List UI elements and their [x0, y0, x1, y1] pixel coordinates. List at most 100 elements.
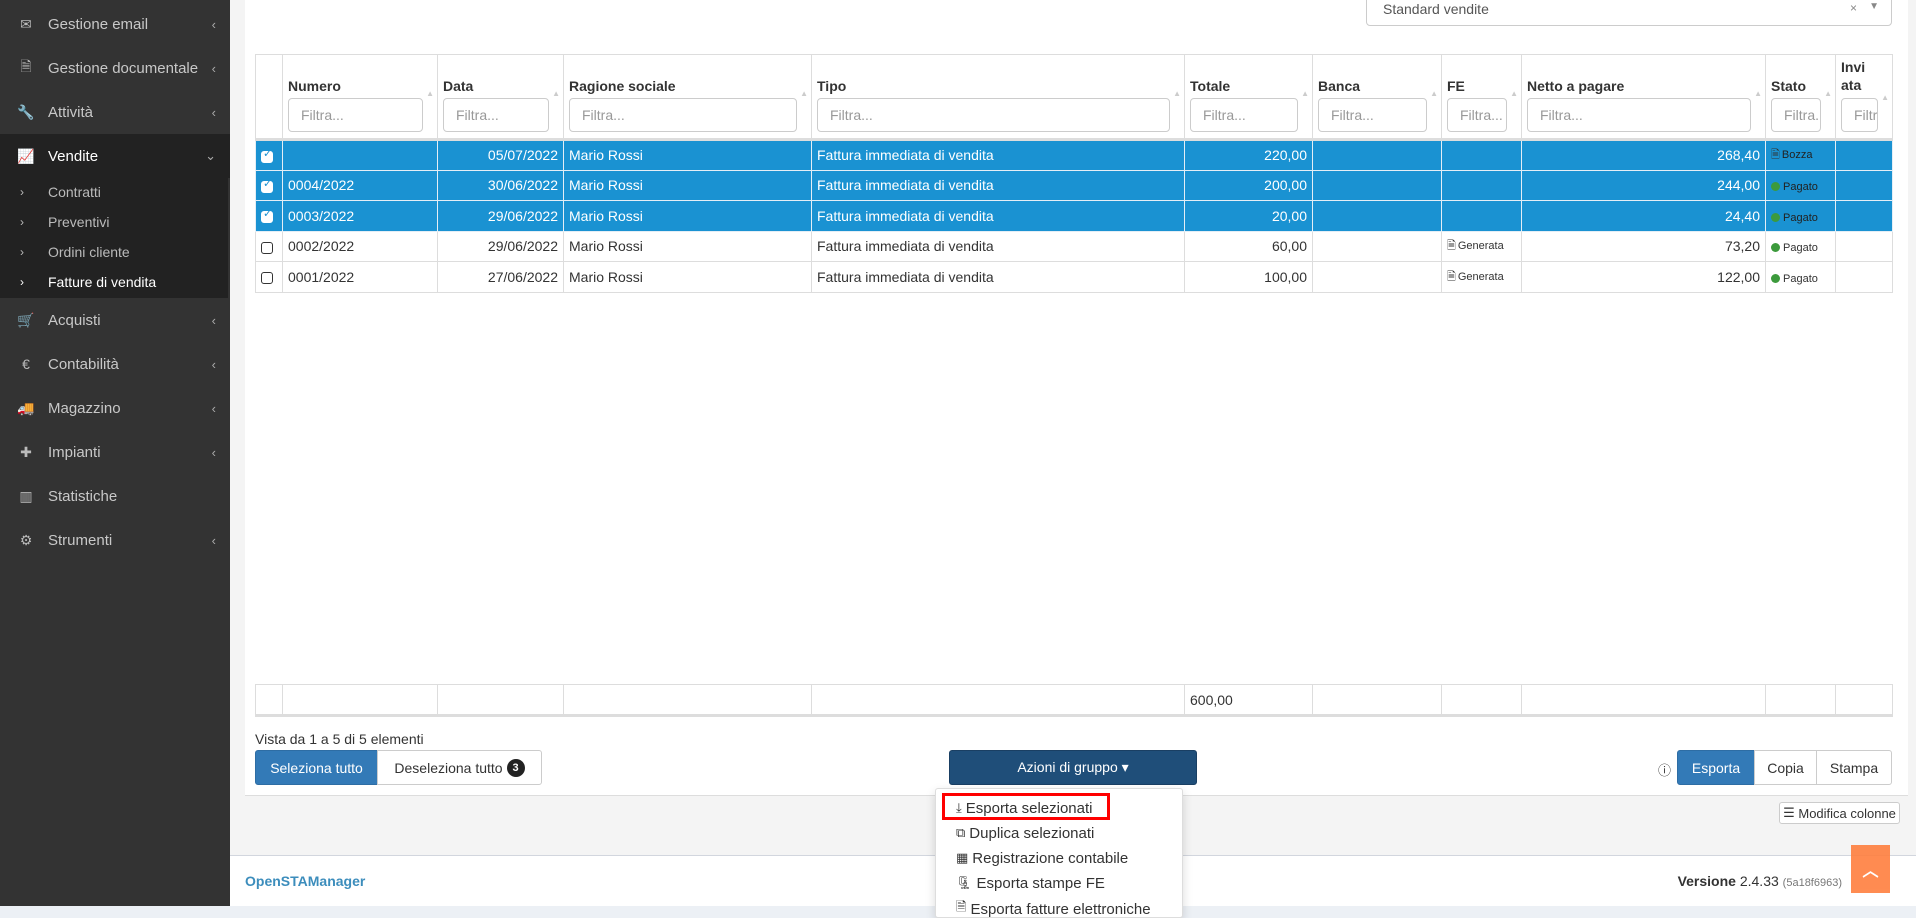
column-header-totale[interactable]: Totale ▲ Filtra... [1184, 54, 1313, 140]
copy-button[interactable]: Copia [1754, 750, 1817, 785]
menu-item-esporta-fatture-elettroniche[interactable]: 🗎 Esporta fatture elettroniche [956, 897, 1151, 917]
column-title: Invi ata [1841, 59, 1866, 93]
sidebar-item-acquisti[interactable]: 🛒 Acquisti ‹ [0, 298, 230, 342]
cell-numero: 0001/2022 [282, 261, 438, 293]
edit-columns-button[interactable]: ☰ Modifica colonne [1779, 802, 1900, 824]
row-select-cell[interactable] [255, 230, 283, 262]
row-checkbox[interactable] [261, 272, 273, 285]
cell-totale: 20,00 [1184, 200, 1313, 232]
sort-icon[interactable]: ▲ [800, 89, 808, 98]
column-header-ragione-sociale[interactable]: Ragione sociale ▲ Filtra... [563, 54, 812, 140]
row-select-cell[interactable] [255, 169, 283, 201]
column-filter-input[interactable]: Filtra... [817, 98, 1170, 132]
sidebar-item-impianti[interactable]: ✚ Impianti ‹ [0, 430, 230, 474]
sort-icon[interactable]: ▲ [426, 89, 434, 98]
chevron-down-icon[interactable]: ▼ [1869, 1, 1879, 12]
sort-icon[interactable]: ▲ [1510, 89, 1518, 98]
submenu-label: Fatture di vendita [48, 274, 157, 290]
column-filter-input[interactable]: Filtra... [288, 98, 423, 132]
column-filter-input[interactable]: Filtra... [1190, 98, 1298, 132]
group-actions-button[interactable]: Azioni di gruppo ▾ [949, 750, 1197, 785]
chevron-left-icon: ‹ [211, 444, 216, 460]
cell-value: 29/06/2022 [487, 238, 558, 255]
sort-icon[interactable]: ▲ [1754, 89, 1762, 98]
brand-link[interactable]: OpenSTAManager [245, 873, 366, 889]
sort-icon[interactable]: ▲ [1301, 89, 1309, 98]
deselect-all-button[interactable]: Deseleziona tutto 3 [377, 750, 542, 785]
export-button[interactable]: Esporta [1677, 750, 1755, 785]
submenu-item-fatture-di-vendita[interactable]: › Fatture di vendita [0, 267, 228, 297]
column-filter-input[interactable]: Filtra... [569, 98, 797, 132]
cell-numero: 0003/2022 [282, 200, 438, 232]
column-header-tipo[interactable]: Tipo ▲ Filtra... [811, 54, 1185, 140]
row-checkbox[interactable] [261, 147, 273, 163]
sort-icon[interactable]: ▲ [1824, 89, 1832, 98]
cell-value: Mario Rossi [569, 238, 643, 255]
sidebar-item-vendite[interactable]: 📈 Vendite ⌄ [0, 134, 230, 178]
sidebar-item-magazzino[interactable]: 🚚 Magazzino ‹ [0, 386, 230, 430]
column-filter-input[interactable]: Filtra... [1318, 98, 1427, 132]
cell-stato: Pagato [1765, 261, 1836, 293]
calculator-icon: ▦ [956, 850, 969, 865]
submenu-item-preventivi[interactable]: › Preventivi [0, 207, 228, 237]
column-header-numero[interactable]: Numero ▲ Filtra... [282, 54, 438, 140]
sidebar-item-statistiche[interactable]: ▥ Statistiche [0, 474, 230, 518]
menu-item-registrazione-contabile[interactable]: ▦ Registrazione contabile [956, 846, 1128, 870]
column-header-stato[interactable]: Stato ▲Filtra... [1765, 54, 1836, 140]
column-header-netto-a-pagare[interactable]: Netto a pagare ▲ Filtra... [1521, 54, 1766, 140]
table-row[interactable]: 0002/2022 29/06/2022 Mario Rossi Fattura im… [255, 230, 1893, 262]
submenu-label: Contratti [48, 184, 101, 200]
print-button[interactable]: Stampa [1816, 750, 1892, 785]
cell-ragione: Mario Rossi [563, 230, 812, 262]
cell-stato: 🗎 Bozza [1765, 139, 1836, 171]
table-row[interactable]: 0004/2022 30/06/2022 Mario Rossi Fattura im… [255, 169, 1893, 201]
table-row[interactable]: 05/07/2022 Mario Rossi Fattura immediata d… [255, 139, 1893, 171]
help-icon[interactable]: ⓘ [1658, 763, 1672, 778]
column-filter-input[interactable]: Filtra... [443, 98, 549, 132]
submenu-item-contratti[interactable]: › Contratti [0, 177, 228, 207]
sidebar-item-contabilità[interactable]: € Contabilità ‹ [0, 342, 230, 386]
sort-icon[interactable]: ▲ [1430, 89, 1438, 98]
submenu-item-ordini-cliente[interactable]: › Ordini cliente [0, 237, 228, 267]
table-row[interactable]: 0003/2022 29/06/2022 Mario Rossi Fattura im… [255, 200, 1893, 232]
row-checkbox[interactable] [261, 177, 273, 193]
cell-value: 268,40 [1717, 147, 1760, 164]
column-header-fe[interactable]: FE ▲ Filtra... [1441, 54, 1522, 140]
status-badge: Pagato [1783, 242, 1818, 255]
sidebar-item-gestione-documentale[interactable]: 🗎 Gestione documentale ‹ [0, 46, 230, 90]
row-select-cell[interactable] [255, 261, 283, 293]
row-checkbox[interactable] [261, 241, 273, 254]
column-filter-input[interactable]: Filtra... [1447, 98, 1507, 132]
column-header-data[interactable]: Data ▲ Filtra... [437, 54, 564, 140]
column-header-invi-ata[interactable]: Invi ata ▲Filtra... [1835, 54, 1893, 140]
sort-icon[interactable]: ▲ [1173, 89, 1181, 98]
column-filter-input[interactable]: Filtra... [1771, 98, 1821, 132]
chevron-right-icon: › [20, 245, 24, 259]
row-checkbox[interactable] [261, 207, 273, 224]
column-preset-select[interactable]: Standard vendite × ▼ [1366, 0, 1892, 26]
menu-item-esporta-stampe-fe[interactable]: 🗜 Esporta stampe FE [956, 871, 1105, 895]
status-badge: Pagato [1783, 211, 1818, 224]
sort-icon[interactable]: ▲ [1881, 93, 1889, 102]
sort-icon[interactable]: ▲ [552, 89, 560, 98]
chevron-left-icon: ‹ [211, 532, 216, 548]
menu-item-esporta-selezionati[interactable]: ⤓ Esporta selezionati [956, 796, 1093, 820]
cell-banca [1312, 200, 1442, 232]
select-all-button[interactable]: Seleziona tutto [255, 750, 378, 785]
check-circle-icon [1771, 243, 1780, 253]
sidebar-item-strumenti[interactable]: ⚙ Strumenti ‹ [0, 518, 230, 562]
sidebar-item-gestione-email[interactable]: ✉ Gestione email ‹ [0, 2, 230, 46]
cell-fe: 🗎 Generata [1441, 230, 1522, 262]
sidebar-item-attività[interactable]: 🔧 Attività ‹ [0, 90, 230, 134]
clear-icon[interactable]: × [1849, 1, 1857, 15]
back-to-top-button[interactable]: ︿ [1851, 845, 1890, 893]
table-row[interactable]: 0001/2022 27/06/2022 Mario Rossi Fattura im… [255, 261, 1893, 293]
cell-numero: 0004/2022 [282, 169, 438, 201]
cell-ragione: Mario Rossi [563, 169, 812, 201]
menu-item-duplica-selezionati[interactable]: ⧉ Duplica selezionati [956, 821, 1094, 845]
row-select-cell[interactable] [255, 139, 283, 171]
row-select-cell[interactable] [255, 200, 283, 232]
column-header-banca[interactable]: Banca ▲ Filtra... [1312, 54, 1442, 140]
column-filter-input[interactable]: Filtra... [1841, 98, 1878, 132]
column-filter-input[interactable]: Filtra... [1527, 98, 1751, 132]
